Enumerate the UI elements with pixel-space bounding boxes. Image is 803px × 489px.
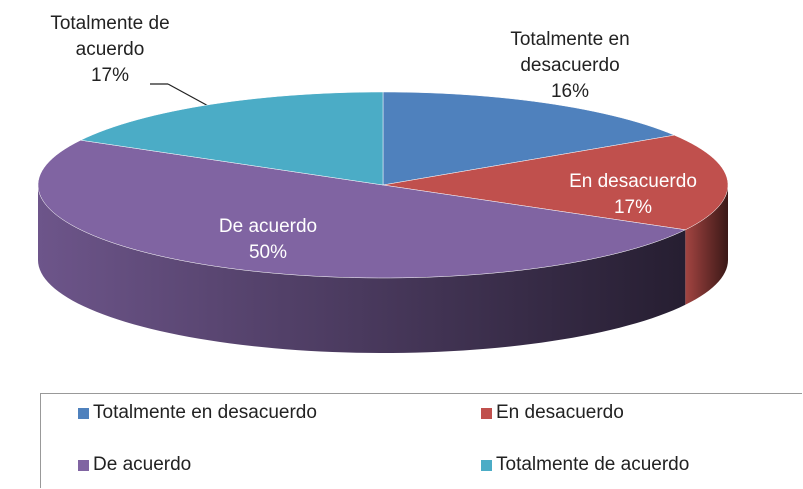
slice-value: 17% (90, 65, 130, 86)
legend-item: En desacuerdo (481, 402, 624, 424)
legend: Totalmente en desacuerdo En desacuerdo De … (40, 393, 802, 488)
legend-label: En desacuerdo (496, 402, 624, 423)
legend-swatch (78, 407, 89, 419)
slice-name: De acuerdo (218, 216, 318, 237)
legend-label: Totalmente de acuerdo (496, 454, 690, 475)
slice-side (38, 185, 686, 353)
slice-label: Totalmente en desacuerdo 16% (485, 27, 655, 105)
tops (37, 91, 729, 279)
legend-item: Totalmente en desacuerdo (78, 402, 317, 424)
slice (382, 91, 676, 186)
slice-value: 16% (550, 81, 590, 102)
slice (382, 134, 729, 231)
legend-item: Totalmente de acuerdo (481, 454, 689, 476)
leader-line (167, 83, 213, 109)
legend-swatch (78, 459, 89, 471)
slice-label: En desacuerdo 17% (548, 169, 718, 221)
legend-swatch (481, 459, 492, 471)
legend-swatch (481, 407, 492, 419)
slice-value: 50% (248, 242, 288, 263)
slice-side (685, 185, 728, 305)
slice-name: Totalmente de acuerdo (50, 13, 170, 60)
legend-label: De acuerdo (93, 454, 192, 475)
slice-value: 17% (613, 197, 653, 218)
legend-label: Totalmente en desacuerdo (93, 402, 317, 423)
slice (37, 139, 687, 279)
slice-label: Totalmente de acuerdo 17% (30, 11, 190, 89)
slice-label: De acuerdo 50% (183, 214, 353, 266)
sides (38, 185, 728, 353)
slice-name: Totalmente en desacuerdo (510, 29, 630, 76)
slice (79, 91, 384, 186)
slice-name: En desacuerdo (569, 171, 697, 192)
legend-item: De acuerdo (78, 454, 191, 476)
